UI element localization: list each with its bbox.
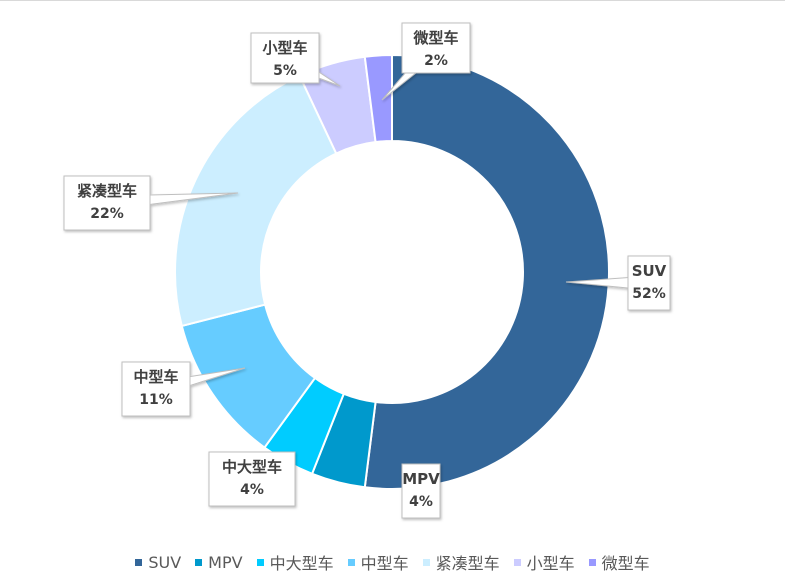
callout-fill — [629, 257, 669, 309]
legend-swatch — [347, 558, 355, 566]
data-label-3: 中大型车 4% — [208, 451, 296, 507]
legend-label: 紧凑型车 — [435, 554, 500, 573]
data-label-7: 微型车 2% — [381, 22, 471, 101]
legend-item-4: 中型车 — [347, 550, 409, 574]
data-label-category: 紧凑型车 — [77, 182, 137, 200]
legend-swatch — [195, 558, 203, 566]
data-label-6: 小型车 5% — [250, 32, 341, 87]
legend-label: 微型车 — [601, 554, 650, 573]
callout-fill — [210, 453, 294, 505]
chart-frame-border — [0, 0, 785, 1]
data-label-percent: 5% — [273, 63, 297, 79]
data-label-percent: 22% — [90, 206, 124, 222]
callout-fill — [65, 177, 149, 229]
legend-item-6: 小型车 — [513, 550, 575, 574]
slice-7 — [363, 53, 393, 144]
legend-swatch — [588, 558, 596, 566]
legend-label: 中型车 — [360, 554, 409, 573]
data-label-percent: 4% — [240, 482, 264, 498]
legend-item-1: SUV — [135, 553, 181, 572]
data-label-percent: 4% — [409, 494, 433, 510]
legend-item-3: 中大型车 — [256, 550, 334, 574]
donut-plot: SUV 52% MPV 4% 中大型车 4% 中型车 11% 紧凑型车 22% 小型车 5% 微型车 2% — [63, 22, 671, 519]
callouts-group: SUV 52% MPV 4% 中大型车 4% 中型车 11% 紧凑型车 22% 小型车 5% 微型车 2% — [63, 22, 671, 519]
data-label-4: 中型车 11% — [121, 361, 246, 417]
callout-fill — [403, 465, 439, 517]
data-label-category: MPV — [402, 470, 440, 488]
data-label-category: 小型车 — [262, 39, 307, 57]
legend-swatch — [135, 558, 143, 566]
legend-label: 小型车 — [526, 554, 575, 573]
data-label-category: 中大型车 — [222, 458, 282, 476]
data-label-category: SUV — [632, 262, 667, 280]
callout-fill — [403, 24, 469, 72]
callout-fill — [123, 363, 189, 415]
legend: SUV MPV 中大型车 中型车 紧凑型车 小型车 微型车 — [0, 550, 785, 574]
slice-5 — [174, 74, 338, 328]
data-label-category: 微型车 — [412, 29, 458, 47]
legend-swatch — [513, 558, 521, 566]
legend-item-2: MPV — [195, 552, 243, 572]
slice-1 — [363, 53, 610, 490]
data-label-2: MPV 4% — [401, 463, 441, 519]
data-label-percent: 2% — [424, 53, 448, 69]
legend-swatch — [422, 558, 430, 566]
slices-group — [174, 53, 610, 490]
data-label-category: 中型车 — [133, 368, 178, 386]
data-label-5: 紧凑型车 22% — [63, 175, 239, 231]
legend-label: 中大型车 — [269, 554, 334, 573]
legend-item-5: 紧凑型车 — [422, 550, 500, 574]
legend-label: SUV — [148, 552, 182, 572]
data-label-percent: 11% — [139, 392, 173, 408]
legend-swatch — [256, 558, 264, 566]
data-label-1: SUV 52% — [565, 255, 671, 311]
callout-fill — [252, 34, 318, 82]
data-label-percent: 52% — [632, 286, 666, 302]
legend-label: MPV — [208, 552, 243, 572]
legend-item-7: 微型车 — [588, 550, 650, 574]
